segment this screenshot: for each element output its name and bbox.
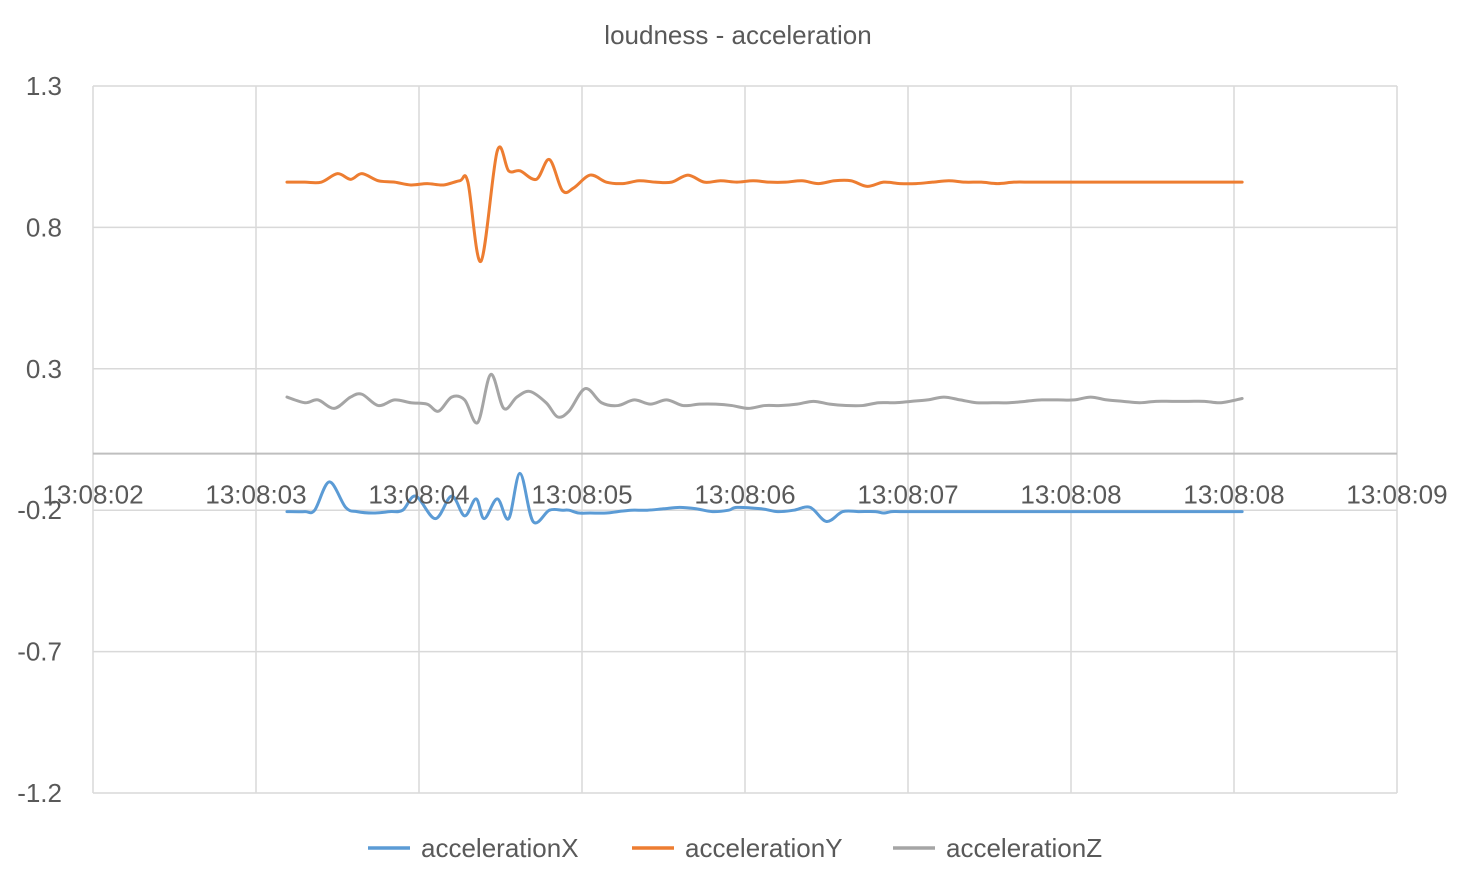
x-tick-label: 13:08:05 <box>531 480 632 510</box>
legend-item-accelerationZ[interactable]: accelerationZ <box>893 833 1102 863</box>
chart-title: loudness - acceleration <box>604 20 871 50</box>
x-tick-label: 13:08:04 <box>368 480 469 510</box>
x-tick-label: 13:08:06 <box>694 480 795 510</box>
x-axis-tick-labels: 13:08:02 13:08:03 13:08:04 13:08:05 13:08:06… <box>42 480 1447 510</box>
x-tick-label: 13:08:08 <box>1183 480 1284 510</box>
y-tick-label: 0.8 <box>26 212 62 242</box>
y-tick-label: -0.7 <box>17 637 62 667</box>
series-lines <box>285 145 1244 525</box>
series-line-accelerationX <box>285 471 1244 525</box>
y-tick-label: 0.3 <box>26 354 62 384</box>
series-line-accelerationZ <box>285 372 1244 425</box>
x-tick-label: 13:08:03 <box>205 480 306 510</box>
legend-item-accelerationX[interactable]: accelerationX <box>368 833 579 863</box>
legend[interactable]: accelerationX accelerationY accelerationZ <box>368 833 1102 863</box>
legend-item-accelerationY[interactable]: accelerationY <box>632 833 843 863</box>
x-tick-label: 13:08:02 <box>42 480 143 510</box>
gridlines <box>92 85 1398 794</box>
y-tick-label: 1.3 <box>26 71 62 101</box>
y-axis-tick-labels: 1.3 0.8 0.3 -0.2 -0.7 -1.2 <box>17 71 62 808</box>
x-tick-label: 13:08:08 <box>1020 480 1121 510</box>
x-tick-label: 13:08:07 <box>857 480 958 510</box>
legend-label: accelerationY <box>685 833 843 863</box>
y-tick-label: -1.2 <box>17 778 62 808</box>
legend-label: accelerationZ <box>946 833 1102 863</box>
legend-label: accelerationX <box>421 833 579 863</box>
series-line-accelerationY <box>285 145 1244 263</box>
y-tick-label: -0.2 <box>17 495 62 525</box>
x-tick-label: 13:08:09 <box>1346 480 1447 510</box>
